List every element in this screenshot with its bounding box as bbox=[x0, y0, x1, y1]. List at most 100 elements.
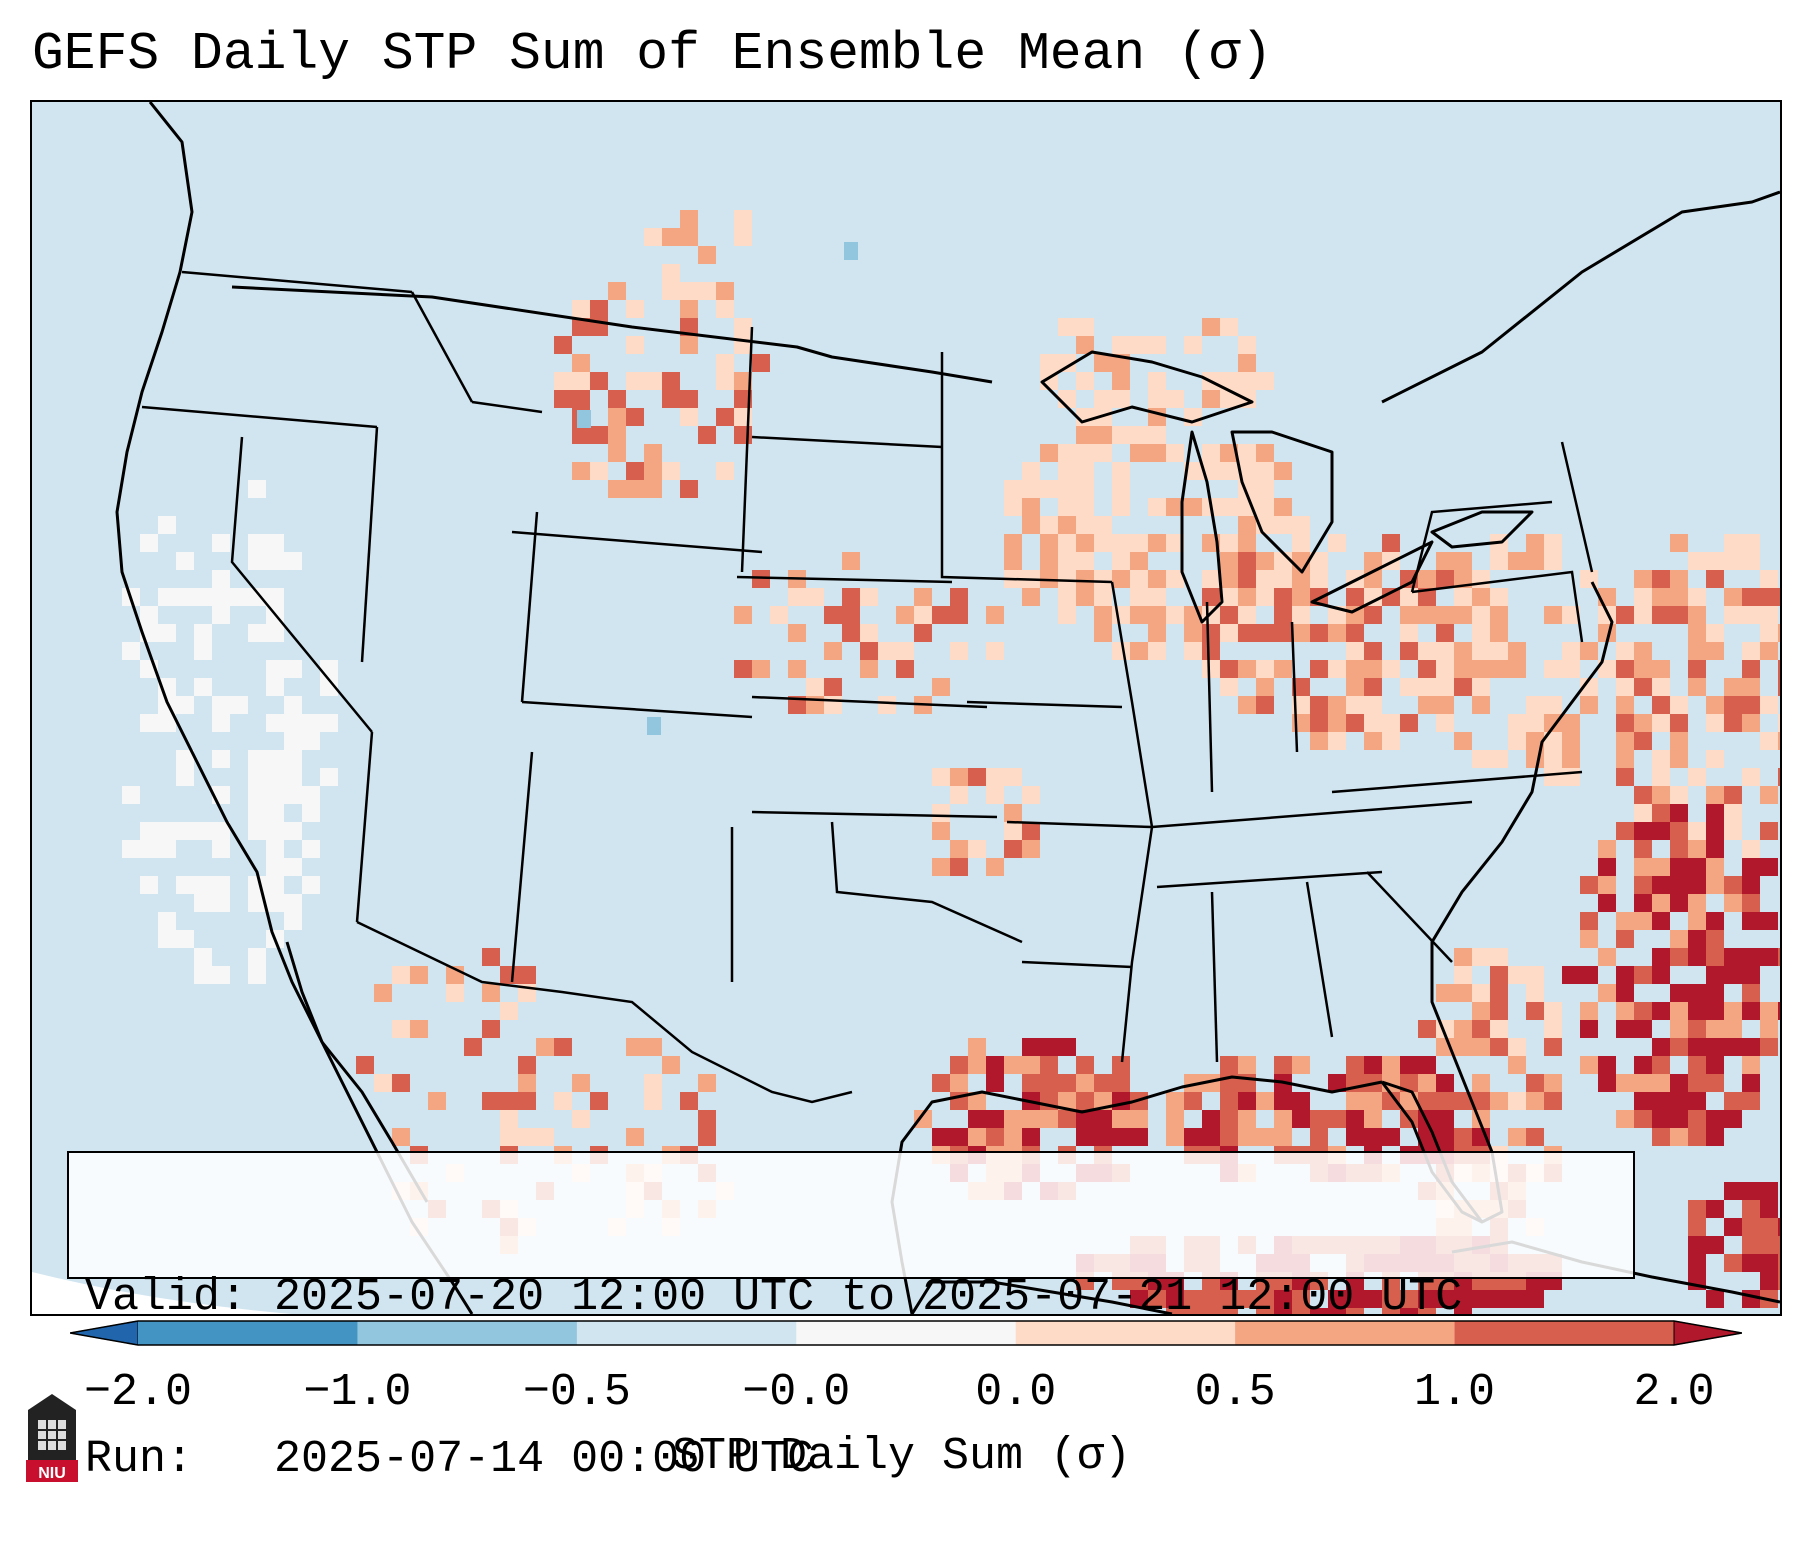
stp-cell bbox=[1670, 570, 1688, 588]
colorbar-tick-label: −1.0 bbox=[303, 1367, 412, 1418]
stp-cell bbox=[1562, 660, 1580, 678]
stp-cell bbox=[374, 1074, 392, 1092]
stp-cell bbox=[1688, 1254, 1706, 1272]
stp-cell bbox=[1274, 624, 1292, 642]
stp-cell bbox=[572, 426, 590, 444]
stp-cell bbox=[986, 606, 1004, 624]
stp-cell bbox=[1670, 732, 1688, 750]
stp-cell bbox=[1058, 480, 1076, 498]
stp-cell bbox=[1256, 552, 1274, 570]
stp-cell bbox=[1040, 534, 1058, 552]
stp-cell bbox=[1202, 444, 1220, 462]
stp-cell bbox=[716, 282, 734, 300]
stp-cell bbox=[212, 750, 230, 768]
stp-cell bbox=[1256, 1128, 1274, 1146]
stp-cell bbox=[140, 822, 158, 840]
stp-cell bbox=[1220, 1128, 1238, 1146]
stp-cell bbox=[320, 768, 338, 786]
stp-cell bbox=[1238, 462, 1256, 480]
projection-domain bbox=[32, 102, 1780, 1314]
stp-cell bbox=[1490, 1092, 1508, 1110]
stp-cell bbox=[590, 372, 608, 390]
stp-cell bbox=[140, 876, 158, 894]
stp-cell bbox=[1364, 1092, 1382, 1110]
stp-cell bbox=[158, 624, 176, 642]
stp-cell bbox=[1058, 1110, 1076, 1128]
stp-cell bbox=[1148, 444, 1166, 462]
stp-cell bbox=[1742, 714, 1760, 732]
run-line: Run: 2025-07-14 00:00 UTC bbox=[85, 1433, 1633, 1487]
stp-cell bbox=[1526, 696, 1544, 714]
stp-cell bbox=[500, 1110, 518, 1128]
stp-cell bbox=[1778, 588, 1780, 606]
stp-cell bbox=[698, 1110, 716, 1128]
stp-cell-negative bbox=[577, 410, 591, 428]
state-border-mexico bbox=[356, 920, 853, 1104]
stp-cell bbox=[518, 1128, 536, 1146]
stp-cell bbox=[824, 696, 842, 714]
stp-cell bbox=[572, 318, 590, 336]
stp-cell bbox=[158, 588, 176, 606]
stp-cell bbox=[1562, 642, 1580, 660]
stp-cell bbox=[1634, 822, 1652, 840]
stp-cell bbox=[1382, 1128, 1400, 1146]
stp-cell bbox=[1058, 354, 1076, 372]
stp-cell bbox=[1670, 534, 1688, 552]
stp-cell bbox=[1508, 1056, 1526, 1074]
colorbar-tick-label: 0.0 bbox=[975, 1367, 1057, 1418]
state-border-id-wy bbox=[471, 400, 543, 414]
colorbar-bin bbox=[1015, 1321, 1236, 1345]
stp-cell bbox=[680, 408, 698, 426]
stp-cell bbox=[662, 372, 680, 390]
stp-cell bbox=[1526, 1128, 1544, 1146]
stp-cell bbox=[1256, 588, 1274, 606]
stp-cell bbox=[1220, 552, 1238, 570]
stp-cell bbox=[1184, 1308, 1202, 1314]
stp-cell bbox=[1274, 462, 1292, 480]
stp-cell bbox=[1724, 876, 1742, 894]
stp-cell bbox=[1706, 714, 1724, 732]
stp-cell bbox=[518, 1092, 536, 1110]
stp-cell bbox=[734, 660, 752, 678]
stp-cell bbox=[1652, 948, 1670, 966]
lake-ontario bbox=[1430, 510, 1534, 549]
stp-cell bbox=[1742, 768, 1760, 786]
state-border-ca-az bbox=[355, 731, 374, 923]
stp-cell bbox=[482, 984, 500, 1002]
stp-cell bbox=[698, 246, 716, 264]
state-border-nc-va bbox=[1331, 770, 1583, 794]
stp-cell bbox=[1184, 1092, 1202, 1110]
stp-cell bbox=[986, 1056, 1004, 1074]
stp-cell bbox=[1256, 1290, 1274, 1308]
stp-cell bbox=[914, 624, 932, 642]
stp-cell bbox=[1490, 552, 1508, 570]
stp-cell bbox=[212, 534, 230, 552]
stp-cell bbox=[1472, 678, 1490, 696]
stp-cell bbox=[482, 1092, 500, 1110]
stp-cell bbox=[518, 1074, 536, 1092]
stp-cell bbox=[1004, 552, 1022, 570]
stp-cell bbox=[572, 354, 590, 372]
colorbar-bin bbox=[576, 1321, 797, 1345]
stp-cell bbox=[1760, 1182, 1778, 1200]
stp-cell bbox=[1706, 984, 1724, 1002]
stp-cell bbox=[284, 714, 302, 732]
stp-cell bbox=[572, 1110, 590, 1128]
stp-cell bbox=[1598, 840, 1616, 858]
stp-cell bbox=[1526, 1290, 1544, 1308]
stp-cell bbox=[266, 894, 284, 912]
stp-cell bbox=[1202, 624, 1220, 642]
state-border-new-england bbox=[1560, 441, 1594, 573]
stp-cell bbox=[878, 696, 896, 714]
stp-cell bbox=[968, 1128, 986, 1146]
northeast-coast bbox=[1381, 190, 1780, 404]
stp-cell bbox=[1580, 930, 1598, 948]
stp-cell bbox=[644, 1092, 662, 1110]
stp-cell bbox=[1706, 822, 1724, 840]
stp-cell bbox=[1130, 642, 1148, 660]
stp-cell bbox=[1148, 588, 1166, 606]
stp-cell bbox=[302, 732, 320, 750]
stp-cell bbox=[1148, 336, 1166, 354]
stp-cell bbox=[968, 1056, 986, 1074]
stp-cell bbox=[1652, 894, 1670, 912]
